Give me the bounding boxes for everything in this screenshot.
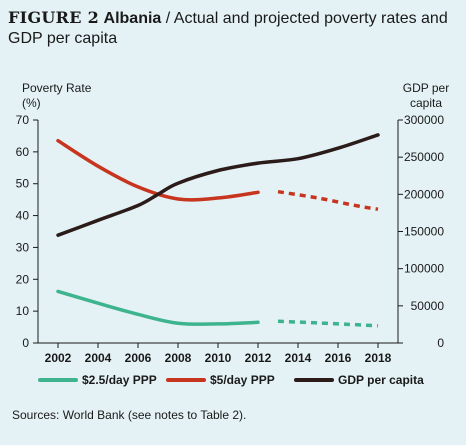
axis-ticks: 2002 2004 2006 2008 2010 2012 2014 2016 2018 0 10 2… bbox=[16, 113, 445, 365]
left-y-tick-label: 20 bbox=[16, 272, 30, 286]
left-axis-title-line2: (%) bbox=[22, 96, 41, 110]
x-tick-label: 2014 bbox=[285, 351, 312, 365]
x-tick-label: 2004 bbox=[85, 351, 112, 365]
x-tick-label: 2006 bbox=[125, 351, 152, 365]
right-axis-title-line1: GDP per bbox=[403, 81, 449, 95]
green-2-5-day-projected-line bbox=[277, 319, 379, 328]
right-y-tick-label: 50000 bbox=[411, 299, 445, 313]
right-y-tick-label: 0 bbox=[437, 336, 444, 350]
right-y-tick-label: 200000 bbox=[404, 187, 444, 201]
left-y-tick-label: 0 bbox=[22, 336, 29, 350]
right-y-tick-label: 100000 bbox=[404, 262, 444, 276]
left-axis-title-line1: Poverty Rate bbox=[22, 81, 92, 95]
x-tick-label: 2018 bbox=[365, 351, 392, 365]
right-axis-title-line2: capita bbox=[410, 96, 442, 110]
figure-label: FIGURE 2 bbox=[8, 8, 100, 27]
figure-title-text: Actual and projected poverty rates and G… bbox=[8, 10, 448, 47]
gdp-per-capita-actual-line bbox=[56, 133, 380, 237]
x-tick-label: 2016 bbox=[325, 351, 352, 365]
red-5-day-actual-line bbox=[56, 138, 260, 202]
legend: $2.5/day PPP $5/day PPP GDP per capita bbox=[38, 373, 424, 387]
green-2-5-day-legend-label: $2.5/day PPP bbox=[82, 373, 157, 387]
x-tick-label: 2008 bbox=[165, 351, 192, 365]
left-y-tick-label: 40 bbox=[16, 209, 30, 223]
x-tick-label: 2010 bbox=[205, 351, 232, 365]
left-y-tick-label: 60 bbox=[16, 145, 30, 159]
right-y-tick-label: 300000 bbox=[404, 113, 444, 127]
red-5-day-legend-label: $5/day PPP bbox=[210, 373, 275, 387]
figure-country: Albania bbox=[103, 10, 162, 27]
right-y-tick-label: 250000 bbox=[404, 150, 444, 164]
red-5-day-projected-line bbox=[277, 189, 379, 211]
x-tick-label: 2012 bbox=[245, 351, 272, 365]
green-2-5-day-actual-line bbox=[56, 289, 260, 326]
left-y-tick-label: 30 bbox=[16, 240, 30, 254]
right-y-tick-label: 150000 bbox=[404, 225, 444, 239]
left-y-tick-label: 70 bbox=[16, 113, 30, 127]
series-lines bbox=[56, 133, 380, 328]
title-separator: / bbox=[165, 10, 171, 27]
left-y-tick-label: 10 bbox=[16, 304, 30, 318]
chart: Poverty Rate (%) GDP per capita 2002 2004… bbox=[16, 81, 450, 387]
sources-note: Sources: World Bank (see notes to Table … bbox=[12, 408, 247, 422]
x-tick-label: 2002 bbox=[45, 351, 72, 365]
figure-title: FIGURE 2 Albania / Actual and projected … bbox=[8, 8, 458, 49]
figure-panel: FIGURE 2 Albania / Actual and projected … bbox=[0, 0, 466, 445]
left-y-tick-label: 50 bbox=[16, 177, 30, 191]
gdp-per-capita-legend-label: GDP per capita bbox=[338, 373, 424, 387]
